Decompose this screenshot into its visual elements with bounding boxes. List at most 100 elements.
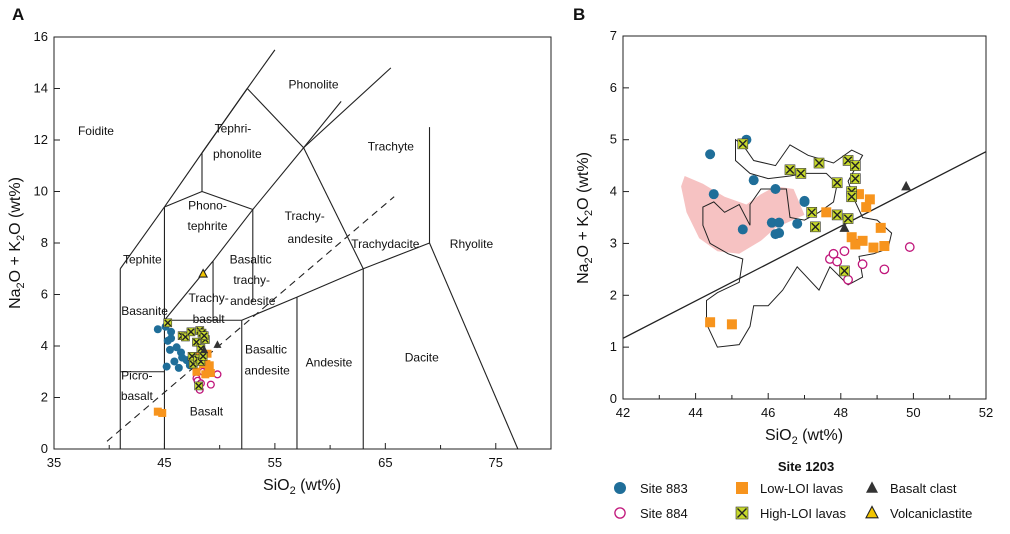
field-boundary-10 [212, 209, 254, 262]
data-point-filled-circle [705, 149, 716, 160]
data-point-filled-circle [766, 217, 777, 228]
data-point-x-square [192, 337, 201, 347]
field-boundary-21 [201, 88, 248, 154]
field-label: Picro- [121, 368, 152, 382]
data-point-x-square [194, 381, 203, 391]
legend-marker-filled-circle [614, 482, 626, 494]
x-tick-label: 75 [489, 455, 503, 470]
legend-item: Site 884 [614, 506, 688, 521]
data-point-open-circle [839, 246, 850, 257]
field-label: Tephite [123, 253, 162, 267]
legend-item: High-LOI lavas [735, 506, 846, 521]
legend-item: Volcaniclastite [865, 505, 972, 521]
panel-a-x-ticks: 35 45 55 65 75 [47, 443, 552, 470]
field-boundary-11 [252, 147, 305, 210]
x-tick-label: 48 [834, 405, 848, 420]
data-point-x-square [850, 173, 861, 184]
data-point-x-square [186, 327, 196, 337]
data-point-x-square [850, 160, 861, 171]
data-point-square [864, 194, 875, 205]
data-point-open-circle [213, 370, 222, 379]
field-boundary-12 [303, 101, 342, 149]
panel-b-frame [622, 35, 987, 400]
data-point-x-square [831, 209, 843, 221]
data-point-square [821, 207, 832, 218]
data-point-yellow-triangle [198, 268, 209, 278]
data-point-square [857, 235, 868, 246]
alkaline-subalkaline-divider-b [622, 151, 987, 339]
data-point-open-circle [857, 259, 868, 270]
data-point-x-square [813, 157, 825, 169]
field-label: Trachy- [189, 291, 229, 305]
data-point-x-square [831, 177, 843, 189]
legend-item-label: Site 884 [640, 506, 688, 521]
data-point-square [879, 241, 890, 252]
y-tick-label: 0 [41, 441, 48, 456]
y-tick-label: 10 [34, 184, 48, 199]
field-boundary-2 [163, 152, 203, 208]
legend-item-label: Site 883 [640, 481, 688, 496]
alkaline-subalkaline-divider [106, 196, 395, 442]
data-point-x-square [839, 265, 850, 277]
field-boundary-17 [363, 242, 430, 270]
y-tick-label: 14 [34, 81, 48, 96]
field-label: andesite [230, 294, 276, 308]
data-point-x-square [842, 213, 854, 224]
legend-item-label: Basalt clast [890, 481, 957, 496]
field-label: Trachyte [368, 139, 415, 153]
x-tick-label: 45 [157, 455, 171, 470]
data-point-filled-triangle [213, 340, 222, 348]
data-point-square [850, 239, 861, 250]
data-point-filled-circle [167, 327, 176, 336]
data-point-filled-circle [165, 345, 174, 354]
data-point-open-circle [206, 380, 215, 389]
data-point-x-square [784, 164, 796, 176]
legend-item-label: Volcaniclastite [890, 506, 972, 521]
data-point-x-square [181, 332, 190, 342]
field-label: Andesite [306, 356, 353, 370]
field-label: Foidite [78, 124, 114, 138]
field-boundary-15 [296, 268, 364, 298]
legend-marker-open-circle [614, 507, 626, 519]
field-label: basalt [193, 312, 226, 326]
tas-field-labels: Foidite Phonolite Tephri-phonolite Trachyte… [78, 78, 494, 419]
field-boundary-24 [303, 147, 364, 269]
panel-b-label: B [573, 5, 585, 24]
data-point-filled-triangle [839, 222, 850, 232]
x-tick-label: 52 [979, 405, 993, 420]
field-label: Phono- [188, 199, 227, 213]
field-label: Dacite [405, 350, 439, 364]
y-tick-label: 4 [41, 338, 48, 353]
legend-item: Basalt clast [866, 481, 957, 496]
y-tick-label: 6 [41, 287, 48, 302]
data-point-open-circle [879, 264, 890, 275]
legend-item: Site 883 [614, 481, 688, 496]
data-point-x-square [163, 318, 173, 328]
data-point-x-square [737, 138, 749, 150]
y-tick-label: 0 [610, 391, 617, 406]
data-point-square [853, 189, 864, 200]
field-label: Trachydacite [351, 237, 420, 251]
legend-marker-yellow-triangle [865, 505, 879, 519]
y-tick-label: 4 [610, 184, 617, 199]
data-point-square [205, 361, 214, 370]
panel-a-data-points [153, 268, 222, 417]
panel-b-y-ticks: 0 1 2 3 4 5 6 7 [610, 28, 629, 406]
panel-a-y-axis-label: Na2O + K2O (wt%) [7, 177, 27, 309]
data-point-filled-circle [737, 224, 748, 235]
field-label: trachy- [233, 273, 270, 287]
field-label: Basaltic [230, 253, 272, 267]
field-boundary-4 [246, 49, 276, 89]
x-tick-label: 44 [688, 405, 702, 420]
panel-a-y-ticks: 0 2 4 6 8 10 12 14 16 [34, 29, 60, 456]
x-tick-label: 50 [906, 405, 920, 420]
data-point-square [726, 319, 737, 330]
data-point-square [206, 369, 215, 378]
field-label: Basalt [190, 405, 224, 419]
panel-a-label: A [12, 5, 24, 24]
y-tick-label: 8 [41, 235, 48, 250]
field-label: Phonolite [289, 78, 339, 92]
field-boundary-1 [119, 206, 165, 270]
field-boundary-28 [164, 190, 203, 208]
